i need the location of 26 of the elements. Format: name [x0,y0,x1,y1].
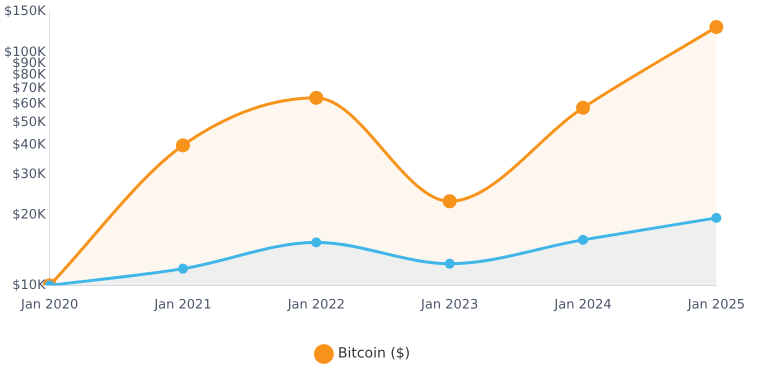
x-tick-label: Jan 2023 [420,298,478,313]
point [576,100,590,115]
y-tick-label: $150K [4,4,46,20]
point [711,212,722,223]
point [578,234,588,245]
y-tick-label: $20K [12,208,46,223]
x-tick-label: Jan 2022 [286,298,345,313]
point [309,90,324,105]
legend-label: Bitcoin ($) [338,346,410,362]
point [444,258,455,269]
y-tick-label: $50K [12,115,46,130]
point [176,138,190,152]
y-tick-label: $30K [12,166,46,182]
y-tick-label: $80K [12,68,46,83]
y-tick-label: $60K [12,96,46,112]
point [442,194,457,208]
point [709,20,724,34]
y-tick-label: $40K [12,138,46,153]
point [311,237,322,248]
y-tick-label: $70K [12,81,46,96]
y-tick-label: $10K [12,278,46,293]
point [178,264,188,274]
x-tick-label: Jan 2025 [686,298,746,313]
x-tick-label: Jan 2020 [20,298,78,313]
x-tick-label: Jan 2024 [553,298,612,313]
x-tick-label: Jan 2021 [153,298,212,313]
